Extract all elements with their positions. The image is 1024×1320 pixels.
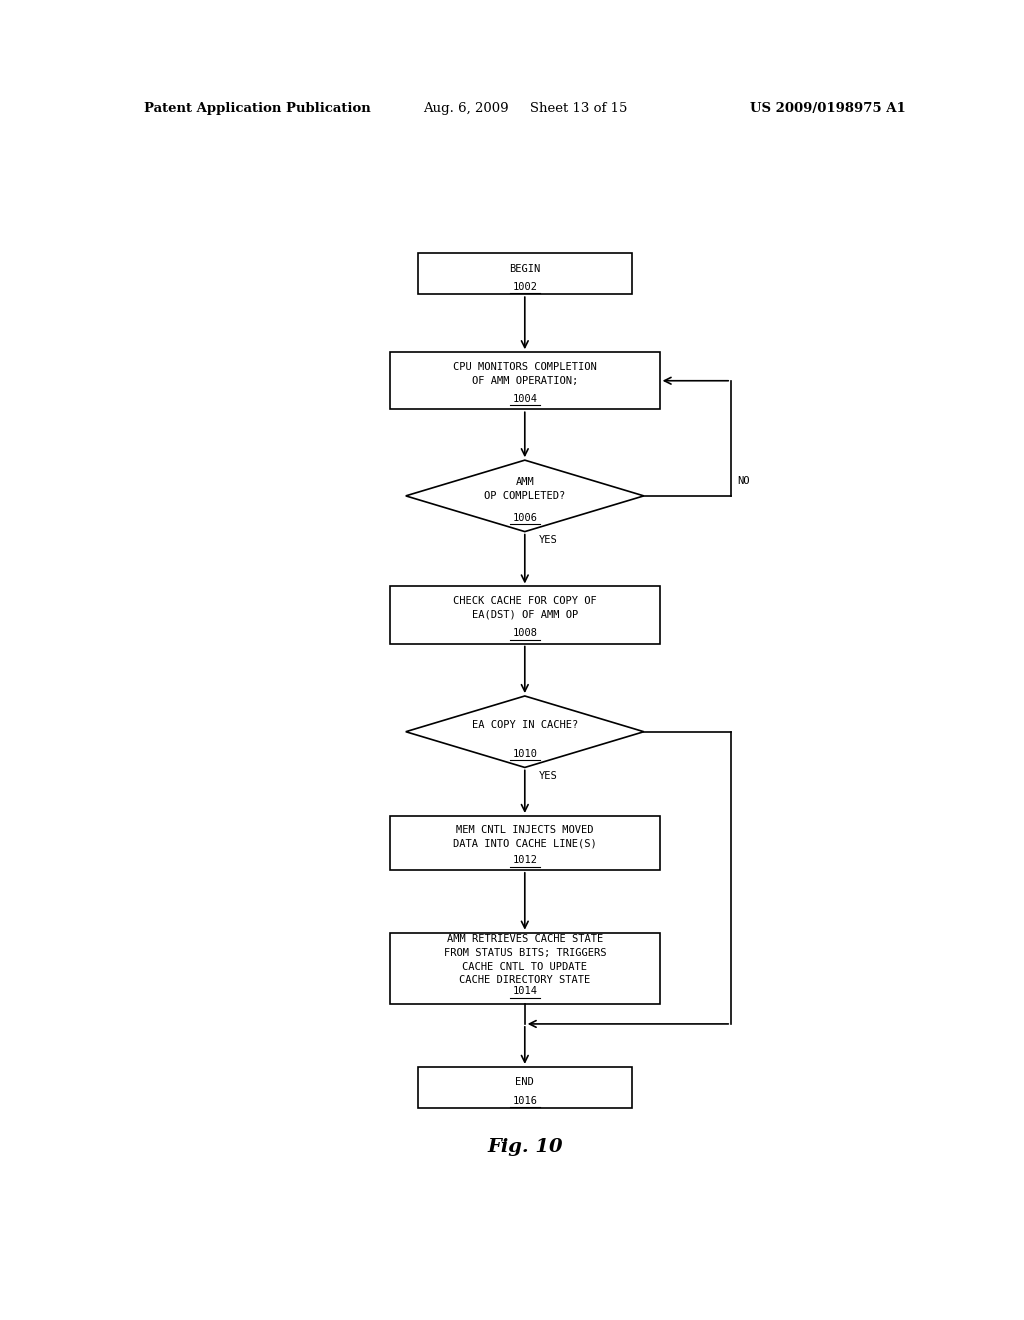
Text: EA COPY IN CACHE?: EA COPY IN CACHE? — [472, 719, 578, 730]
Text: 1008: 1008 — [512, 628, 538, 639]
Text: 1004: 1004 — [512, 395, 538, 404]
Polygon shape — [406, 696, 644, 767]
Text: 1010: 1010 — [512, 748, 538, 759]
Text: US 2009/0198975 A1: US 2009/0198975 A1 — [750, 103, 905, 115]
Text: Aug. 6, 2009     Sheet 13 of 15: Aug. 6, 2009 Sheet 13 of 15 — [423, 103, 627, 115]
Text: BEGIN: BEGIN — [509, 264, 541, 273]
Bar — [390, 816, 659, 870]
Text: NO: NO — [737, 477, 750, 486]
Text: 1012: 1012 — [512, 855, 538, 865]
Text: YES: YES — [539, 771, 558, 780]
Text: 1014: 1014 — [512, 986, 538, 997]
Text: 1006: 1006 — [512, 513, 538, 523]
Text: 1016: 1016 — [512, 1096, 538, 1106]
Polygon shape — [406, 461, 644, 532]
Text: Fig. 10: Fig. 10 — [487, 1138, 562, 1156]
Bar — [418, 1067, 632, 1107]
Text: AMM
OP COMPLETED?: AMM OP COMPLETED? — [484, 477, 565, 500]
Bar — [390, 933, 659, 1005]
Text: CPU MONITORS COMPLETION
OF AMM OPERATION;: CPU MONITORS COMPLETION OF AMM OPERATION… — [453, 362, 597, 385]
Bar — [390, 586, 659, 644]
Text: YES: YES — [539, 535, 558, 545]
Text: AMM RETRIEVES CACHE STATE
FROM STATUS BITS; TRIGGERS
CACHE CNTL TO UPDATE
CACHE : AMM RETRIEVES CACHE STATE FROM STATUS BI… — [443, 935, 606, 985]
Bar — [390, 352, 659, 409]
Text: CHECK CACHE FOR COPY OF
EA(DST) OF AMM OP: CHECK CACHE FOR COPY OF EA(DST) OF AMM O… — [453, 597, 597, 620]
Text: END: END — [515, 1077, 535, 1088]
Bar — [418, 253, 632, 294]
Text: Patent Application Publication: Patent Application Publication — [143, 103, 371, 115]
Text: MEM CNTL INJECTS MOVED
DATA INTO CACHE LINE(S): MEM CNTL INJECTS MOVED DATA INTO CACHE L… — [453, 825, 597, 849]
Text: 1002: 1002 — [512, 281, 538, 292]
